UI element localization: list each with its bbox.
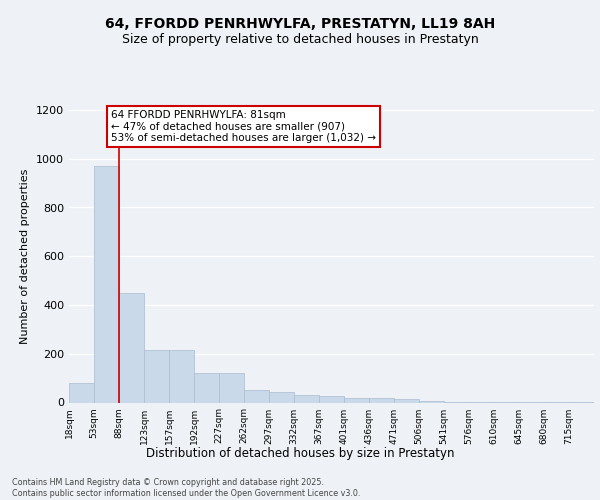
Text: Size of property relative to detached houses in Prestatyn: Size of property relative to detached ho… bbox=[122, 32, 478, 46]
Bar bbox=[219, 373, 244, 402]
Bar bbox=[294, 395, 319, 402]
Bar bbox=[319, 396, 344, 402]
Text: 64 FFORDD PENRHWYLFA: 81sqm
← 47% of detached houses are smaller (907)
53% of se: 64 FFORDD PENRHWYLFA: 81sqm ← 47% of det… bbox=[111, 110, 376, 143]
Bar bbox=[344, 398, 369, 402]
Text: 64, FFORDD PENRHWYLFA, PRESTATYN, LL19 8AH: 64, FFORDD PENRHWYLFA, PRESTATYN, LL19 8… bbox=[105, 18, 495, 32]
Bar bbox=[119, 293, 144, 403]
Bar bbox=[369, 398, 394, 402]
Bar bbox=[394, 399, 419, 402]
Bar bbox=[269, 392, 294, 402]
Text: Distribution of detached houses by size in Prestatyn: Distribution of detached houses by size … bbox=[146, 448, 454, 460]
Bar bbox=[244, 390, 269, 402]
Text: Contains HM Land Registry data © Crown copyright and database right 2025.
Contai: Contains HM Land Registry data © Crown c… bbox=[12, 478, 361, 498]
Bar bbox=[94, 166, 119, 402]
Bar bbox=[144, 350, 169, 403]
Y-axis label: Number of detached properties: Number of detached properties bbox=[20, 168, 31, 344]
Bar bbox=[194, 373, 219, 402]
Bar bbox=[69, 383, 94, 402]
Bar bbox=[169, 350, 194, 403]
